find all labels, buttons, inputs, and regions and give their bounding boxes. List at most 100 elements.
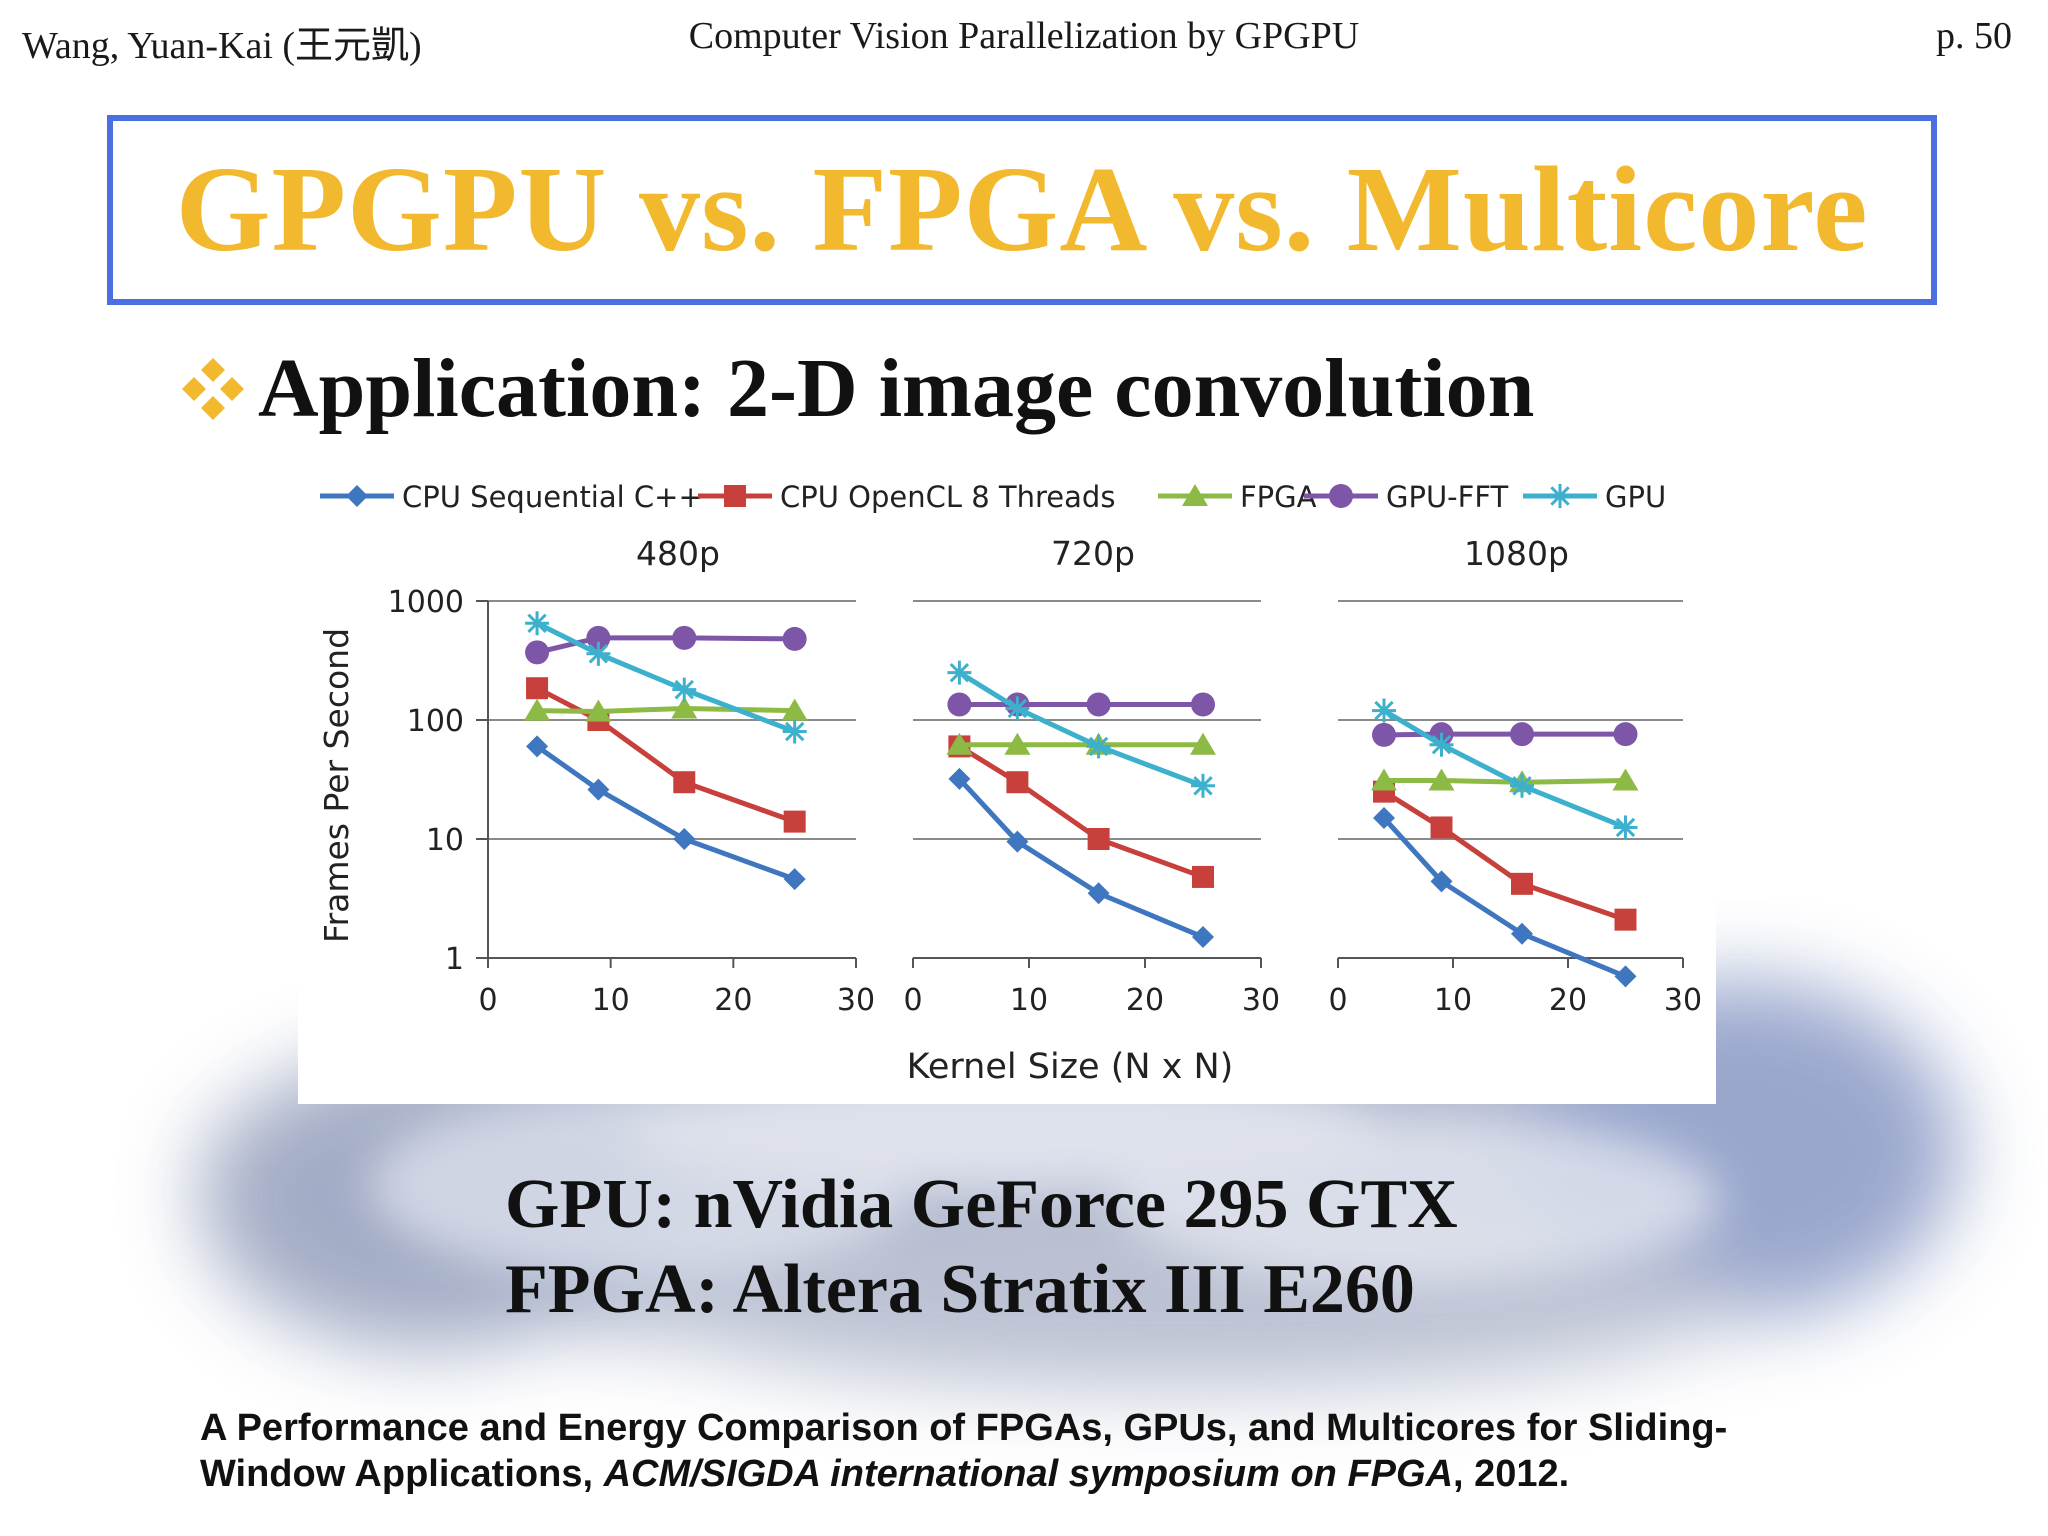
point-2-0-1	[1430, 870, 1453, 893]
point-0-3-0	[525, 640, 550, 665]
point-2-2-1	[1428, 768, 1455, 791]
point-1-4-3	[1191, 773, 1215, 798]
panel-title-2: 1080p	[1464, 534, 1569, 573]
panel-title-1: 720p	[1051, 534, 1135, 573]
y-tick-label-1: 10	[426, 823, 464, 858]
point-1-0-0	[948, 767, 971, 790]
header-course-title: Computer Vision Parallelization by GPGPU	[688, 15, 1360, 57]
x-tick-label-2-0: 0	[1328, 983, 1347, 1018]
legend-label-4: GPU	[1605, 480, 1666, 514]
point-0-0-0	[526, 735, 549, 758]
x-tick-label-0-3: 30	[837, 983, 875, 1018]
x-tick-label-0-0: 0	[478, 983, 497, 1018]
x-tick-label-1-2: 20	[1126, 983, 1164, 1018]
x-tick-label-1-0: 0	[903, 983, 922, 1018]
legend-label-0: CPU Sequential C++	[402, 480, 703, 514]
point-2-4-3	[1613, 815, 1638, 840]
point-1-2-1	[1004, 732, 1031, 755]
point-1-2-0	[946, 732, 973, 755]
point-0-2-3	[781, 698, 808, 721]
point-2-4-1	[1429, 732, 1454, 757]
x-tick-label-2-1: 10	[1434, 983, 1472, 1018]
slide-title: GPGPU vs. FPGA vs. Multicore	[175, 142, 1869, 277]
y-tick-label-3: 1000	[388, 585, 464, 620]
point-1-2-3	[1190, 732, 1216, 755]
point-0-4-1	[586, 641, 611, 666]
x-tick-label-1-3: 30	[1242, 983, 1280, 1018]
point-1-1-2	[1087, 828, 1110, 850]
point-2-0-2	[1511, 922, 1533, 945]
point-0-3-3	[782, 626, 807, 651]
legend-label-3: GPU-FFT	[1386, 480, 1509, 514]
citation: A Performance and Energy Comparison of F…	[200, 1405, 1900, 1497]
point-2-2-0	[1371, 768, 1397, 791]
x-tick-label-2-3: 30	[1664, 983, 1702, 1018]
series-line-0-0	[535, 744, 796, 882]
diamond-bullet-icon	[182, 357, 244, 420]
point-0-3-2	[672, 625, 697, 650]
series-line-2-2	[1384, 778, 1626, 785]
series-line-2-0	[1382, 816, 1627, 979]
point-2-4-2	[1510, 773, 1534, 798]
point-1-0-1	[1006, 830, 1029, 853]
point-0-4-3	[782, 719, 807, 744]
y-tick-label-2: 100	[407, 704, 464, 739]
point-0-1-0	[526, 677, 549, 700]
y-tick-label-0: 1	[445, 942, 464, 977]
legend-marker-4	[1548, 484, 1572, 508]
series-line-0-4	[535, 621, 796, 734]
panel-title-0: 480p	[636, 534, 720, 573]
point-1-3-2	[1086, 692, 1111, 717]
point-0-2-0	[524, 698, 551, 721]
point-2-4-0	[1372, 698, 1396, 723]
legend-marker-1	[724, 485, 746, 507]
chart-panel: CPU Sequential C++ CPU OpenCL 8 Threads FP…	[298, 458, 1716, 1104]
fpga-spec: FPGA: Altera Stratix III E260	[505, 1251, 1415, 1328]
point-1-4-0	[947, 660, 972, 685]
title-box: GPGPU vs. FPGA vs. Multicore	[107, 115, 1937, 305]
x-axis-title: Kernel Size (N x N)	[907, 1047, 1234, 1087]
point-2-0-0	[1373, 807, 1395, 830]
citation-title-end: Window Applications,	[200, 1453, 604, 1495]
point-0-0-2	[673, 828, 696, 850]
x-tick-label-2-2: 20	[1549, 983, 1587, 1018]
header-author: Wang, Yuan-Kai (王元凱)	[22, 25, 422, 67]
point-2-1-3	[1614, 908, 1637, 931]
series-line-2-4	[1382, 708, 1627, 830]
convolution-fps-chart: CPU Sequential C++ CPU OpenCL 8 Threads FP…	[317, 480, 1702, 1087]
point-1-1-3	[1192, 865, 1214, 888]
series-line-0-3	[536, 635, 795, 655]
point-1-0-3	[1192, 926, 1214, 949]
x-tick-label-0-2: 20	[714, 983, 752, 1018]
point-2-3-3	[1613, 722, 1638, 747]
point-0-4-0	[525, 611, 550, 636]
series-line-0-2	[537, 705, 795, 714]
point-0-1-2	[673, 771, 696, 794]
point-0-3-1	[586, 625, 611, 650]
point-1-3-3	[1191, 692, 1215, 717]
point-1-1-1	[1006, 771, 1029, 794]
legend-label-2: FPGA	[1240, 480, 1317, 514]
point-1-0-2	[1087, 882, 1110, 905]
citation-venue: ACM/SIGDA international symposium on FPG…	[603, 1453, 1454, 1495]
series-line-1-4	[958, 670, 1204, 789]
y-axis-title: Frames Per Second	[317, 628, 356, 943]
point-0-0-1	[587, 778, 610, 801]
point-0-4-2	[672, 677, 697, 702]
point-2-1-2	[1511, 872, 1533, 895]
legend-marker-3	[1329, 484, 1353, 508]
point-0-0-3	[783, 868, 806, 891]
point-2-0-3	[1614, 965, 1637, 988]
series-line-1-1	[958, 744, 1204, 880]
x-tick-label-1-1: 10	[1010, 983, 1048, 1018]
legend-label-1: CPU OpenCL 8 Threads	[780, 480, 1115, 514]
header-page-number: p. 50	[1936, 15, 2012, 57]
citation-line-2: Window Applications, ACM/SIGDA internati…	[200, 1451, 1900, 1497]
gpu-spec: GPU: nVidia GeForce 295 GTX	[505, 1166, 1458, 1243]
x-tick-label-0-1: 10	[592, 983, 630, 1018]
series-line-2-1	[1382, 789, 1627, 923]
point-2-2-3	[1612, 768, 1639, 791]
point-0-1-3	[783, 810, 806, 833]
point-0-2-1	[585, 699, 612, 722]
legend-marker-2	[1182, 484, 1208, 506]
